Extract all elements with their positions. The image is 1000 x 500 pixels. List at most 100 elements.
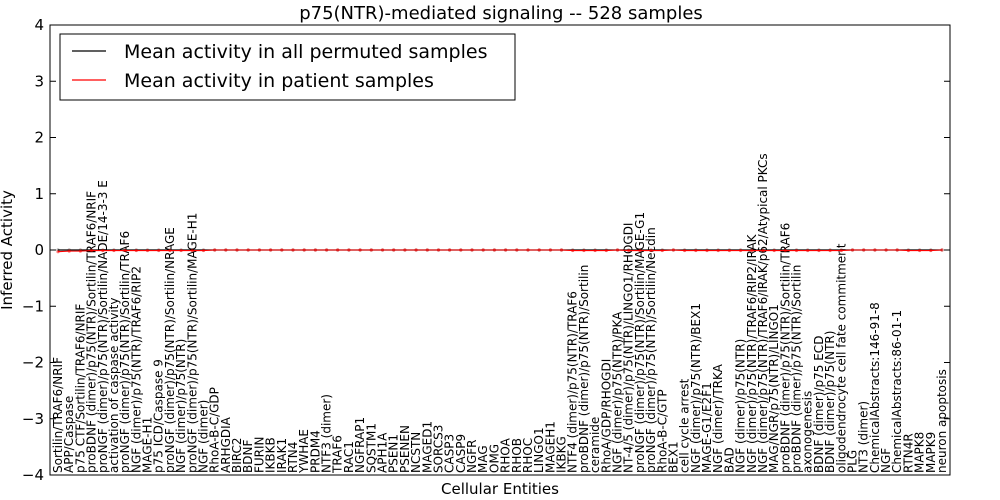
x-category-label: MAG [476, 445, 490, 473]
x-category-label: proNGF (dimer)/p75(NTR)/Sortilin/MAGE-G1 [633, 212, 647, 473]
y-tick-label: 4 [34, 16, 44, 34]
point-patient [649, 248, 653, 253]
point-patient [448, 248, 452, 252]
x-category-label: RAC1 [342, 441, 356, 473]
point-patient [638, 248, 642, 253]
point-patient [806, 248, 810, 253]
x-category-label: NGF (dimer)/p75(NTR) [734, 339, 748, 473]
point-patient [78, 249, 82, 253]
x-category-label: TRAF6 [331, 435, 345, 474]
y-tick-labels: −4 −3 −2 −1 0 1 2 3 4 [22, 16, 44, 484]
point-patient [134, 248, 138, 253]
y-tick-label: 2 [34, 129, 44, 147]
x-category-label: Sortilin/TRAF6/NRIF [51, 357, 65, 473]
x-category-label: NGF (dimer)/p75(NTR)/TRAF6/IRAK/p62/Atyp… [756, 153, 770, 473]
x-category-label: BIRC2 [230, 437, 244, 473]
y-tick-label: −4 [22, 466, 44, 484]
x-category-label: RhoA/GDP/RHOGDI [599, 359, 613, 473]
point-patient [683, 248, 687, 253]
point-patient [615, 248, 620, 252]
point-patient [313, 248, 317, 252]
x-category-label: NGFR [465, 439, 479, 473]
point-patient [873, 248, 877, 252]
x-category-label: PSENEN [398, 425, 412, 473]
point-patient [481, 248, 485, 252]
x-category-label: NGF (dimer)/p75(NTR)/TRAF6/RIP2 [129, 266, 143, 473]
point-patient [257, 248, 261, 252]
point-patient [750, 248, 754, 253]
y-tick-label: −1 [22, 297, 44, 315]
x-category-label: proNGF (dimer)/p75(NTR)/Sortilin/NRAGE [163, 227, 177, 473]
x-category-label: APP/Caspase [62, 396, 76, 473]
x-category-label: LINGO1 [532, 427, 546, 473]
x-category-label: IRAK1 [275, 438, 289, 473]
point-patient [157, 248, 161, 253]
point-patient [369, 248, 373, 252]
x-category-label: NGF (dimer)/p75(NTR) [174, 339, 188, 473]
x-category-label: MAPK8 [913, 432, 927, 473]
x-category-label: NGF (dimer)/p75(NTR)/TRAF6/RIP2/IRAK [745, 233, 759, 473]
x-category-label: OMG [487, 444, 501, 473]
x-category-label: ChemicalAbstracts:86-01-1 [890, 310, 904, 473]
x-category-label: NGF (dimer)/p75(NTR)/PKA [611, 311, 625, 473]
x-category-label: PLG [846, 450, 860, 473]
x-category-label: PRDM4 [308, 430, 322, 473]
x-category-label: proNGF (dimer)/p75(NTR)/Sortilin/TRAF6 [118, 231, 132, 473]
point-patient [414, 248, 418, 252]
x-category-label: SQSTM1 [364, 423, 378, 473]
x-category-label: proBDNF (dimer)/p75(NTR)/Sortilin/TRAF6/… [85, 191, 99, 473]
y-tick-label: 0 [34, 241, 44, 259]
x-category-label: RHOB [510, 438, 524, 473]
x-category-label: BEX1 [666, 441, 680, 473]
point-patient [537, 248, 541, 252]
point-patient [571, 248, 575, 253]
x-category-label: SORCS3 [432, 425, 446, 473]
chart-title: p75(NTR)-mediated signaling -- 528 sampl… [299, 3, 703, 24]
point-patient [627, 248, 631, 253]
x-category-label: proNGF (dimer)/p75(NTR)/Sortilin/NADE/14… [96, 180, 110, 473]
x-category-label: axonogenesis [801, 391, 815, 473]
legend: Mean activity in all permuted samples Me… [59, 33, 516, 101]
point-patient [526, 248, 530, 252]
point-patient [671, 248, 676, 252]
point-patient [325, 248, 329, 252]
x-category-label: IKBKB [264, 437, 278, 473]
x-axis-label: Cellular Entities [441, 480, 559, 498]
x-category-label: cell cycle arrest [678, 378, 692, 473]
x-category-label: proNGF (dimer)/p75(NTR)/Sortilin/Necdin [644, 227, 658, 473]
y-tick-label: 1 [34, 185, 44, 203]
point-patient [90, 248, 94, 253]
point-patient [403, 248, 407, 252]
x-category-label: PSEN1 [387, 434, 401, 473]
x-category-label: MAG/NGR/p75(NTR)/LINGO1 [767, 304, 781, 473]
x-category-label: MAGED1 [420, 421, 434, 473]
x-category-label: ChemicalAbstracts:146-91-8 [868, 302, 882, 473]
point-patient [884, 248, 888, 252]
point-patient [470, 248, 474, 252]
point-patient [940, 248, 944, 252]
point-patient [929, 248, 933, 253]
point-patient [559, 248, 564, 252]
point-patient [56, 250, 60, 254]
point-patient [280, 248, 284, 252]
x-category-label: NGF (dimer)/TRKA [711, 363, 725, 473]
x-category-label: MAGE-H1 [141, 417, 155, 473]
x-category-label: RTN4R [901, 433, 915, 473]
x-category-label: ceramide [588, 417, 602, 473]
point-patient [593, 248, 597, 253]
point-patient [235, 248, 239, 252]
point-patient [604, 248, 608, 253]
point-patient [436, 248, 441, 252]
point-patient [862, 248, 866, 252]
point-patient [190, 248, 194, 253]
point-patient [660, 248, 664, 253]
legend-label-patient: Mean activity in patient samples [124, 70, 434, 92]
x-category-label: proBDNF (dimer)/p75(NTR)/Sortilin/TRAF6 [778, 223, 792, 473]
y-tick-label: −3 [22, 410, 44, 428]
point-patient [380, 248, 385, 252]
y-tick-label: 3 [34, 72, 44, 90]
x-category-label: oligodendrocyte cell fate commitment [834, 243, 848, 473]
x-category-label: CASP9 [454, 434, 468, 473]
point-patient [582, 248, 586, 253]
